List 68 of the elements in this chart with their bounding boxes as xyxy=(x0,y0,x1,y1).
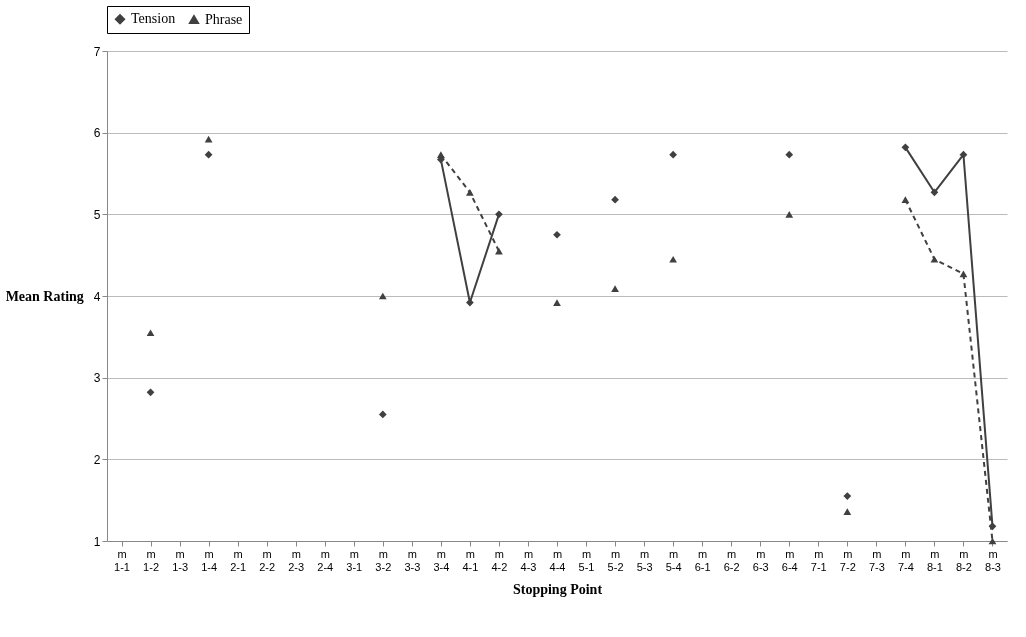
x-tick-label: m 3-1 xyxy=(346,547,363,573)
y-tick-label: 6 xyxy=(93,126,101,141)
point xyxy=(930,255,939,263)
x-tick-label: m 4-2 xyxy=(491,547,508,573)
point xyxy=(146,388,155,397)
x-tick-label: m 7-4 xyxy=(897,547,914,573)
point xyxy=(843,492,852,500)
point xyxy=(378,410,387,419)
x-tick-label: m 4-1 xyxy=(462,547,479,573)
point xyxy=(669,150,677,159)
x-axis-title: Stopping Point xyxy=(512,581,603,597)
x-tick-label: m 6-3 xyxy=(752,547,769,573)
y-tick-label: 2 xyxy=(93,452,101,467)
y-tick-label: 1 xyxy=(93,534,101,549)
point xyxy=(901,196,910,203)
y-tick-label: 5 xyxy=(93,207,101,222)
point xyxy=(204,135,213,143)
x-tick-label: m 1-3 xyxy=(172,547,189,573)
point xyxy=(204,150,213,159)
x-tick-label: m 6-2 xyxy=(723,547,740,573)
x-tick-label: m 8-3 xyxy=(985,547,1001,573)
point xyxy=(959,270,968,278)
point xyxy=(901,143,910,152)
point xyxy=(669,255,677,263)
legend-label: Phrase xyxy=(205,11,243,27)
point xyxy=(988,537,997,545)
x-tick-label: m 1-4 xyxy=(201,547,218,573)
point xyxy=(553,299,561,306)
point xyxy=(495,210,503,219)
y-tick-label: 4 xyxy=(93,289,101,304)
point xyxy=(785,150,794,159)
x-tick-label: m 5-1 xyxy=(578,547,595,573)
x-tick-label: m 3-2 xyxy=(375,547,392,573)
x-tick-label: m 5-4 xyxy=(665,547,682,573)
x-tick-label: m 4-4 xyxy=(549,547,566,573)
point xyxy=(553,230,561,239)
x-tick-label: m 8-1 xyxy=(926,547,943,573)
point xyxy=(611,195,619,204)
legend-label: Tension xyxy=(131,11,176,27)
point xyxy=(785,210,794,218)
x-tick-label: m 3-3 xyxy=(404,547,421,573)
point xyxy=(930,188,939,197)
x-tick-label: m 7-3 xyxy=(868,547,885,573)
x-tick-label: m 5-3 xyxy=(636,547,653,573)
point xyxy=(988,522,997,531)
y-tick-label: 7 xyxy=(93,44,101,59)
x-tick-label: m 2-1 xyxy=(230,547,247,573)
point xyxy=(843,508,852,515)
x-tick-label: m 3-4 xyxy=(433,547,450,573)
point xyxy=(437,151,445,159)
point xyxy=(959,150,968,159)
x-tick-label: m 2-2 xyxy=(259,547,276,573)
y-tick-label: 3 xyxy=(93,371,101,386)
x-tick-label: m 6-4 xyxy=(781,547,798,573)
x-tick-label: m 2-4 xyxy=(317,547,334,573)
point xyxy=(466,188,474,196)
x-tick-label: m 2-3 xyxy=(288,547,305,573)
x-tick-label: m 5-2 xyxy=(607,547,624,573)
x-tick-label: m 6-1 xyxy=(694,547,711,573)
y-axis-title: Mean Rating xyxy=(5,288,84,304)
x-tick-label: m 7-2 xyxy=(839,547,856,573)
point xyxy=(146,329,155,337)
point xyxy=(611,285,619,292)
x-tick-label: m 8-2 xyxy=(956,547,972,573)
x-tick-label: m 1-1 xyxy=(114,547,130,573)
x-tick-label: m 7-1 xyxy=(810,547,827,573)
x-tick-label: m 1-2 xyxy=(143,547,159,573)
x-tick-label: m 4-3 xyxy=(520,547,537,573)
